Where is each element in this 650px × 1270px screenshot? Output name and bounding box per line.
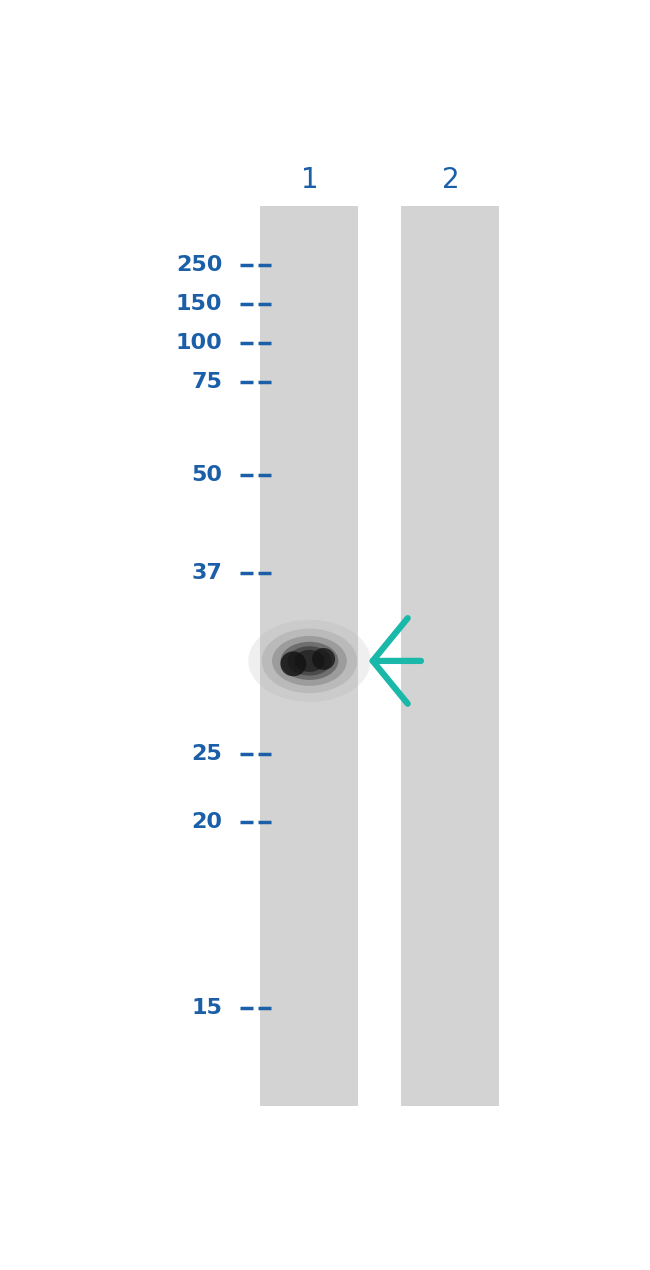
- Text: 15: 15: [192, 998, 222, 1019]
- Ellipse shape: [272, 636, 347, 686]
- Text: 100: 100: [176, 333, 222, 353]
- Ellipse shape: [262, 629, 357, 693]
- Text: 2: 2: [442, 166, 460, 194]
- Text: 50: 50: [191, 465, 222, 485]
- Ellipse shape: [248, 620, 370, 702]
- Bar: [260, 206, 358, 1106]
- Bar: [401, 206, 499, 1106]
- Ellipse shape: [280, 652, 306, 677]
- Text: 75: 75: [192, 372, 222, 392]
- Ellipse shape: [294, 650, 325, 672]
- Text: 37: 37: [192, 563, 222, 583]
- Text: 25: 25: [192, 744, 222, 763]
- Ellipse shape: [312, 648, 335, 671]
- Text: 1: 1: [301, 166, 318, 194]
- Text: 20: 20: [191, 813, 222, 832]
- Ellipse shape: [281, 641, 339, 679]
- Text: 150: 150: [176, 293, 222, 314]
- Text: 250: 250: [176, 255, 222, 274]
- Ellipse shape: [287, 646, 332, 676]
